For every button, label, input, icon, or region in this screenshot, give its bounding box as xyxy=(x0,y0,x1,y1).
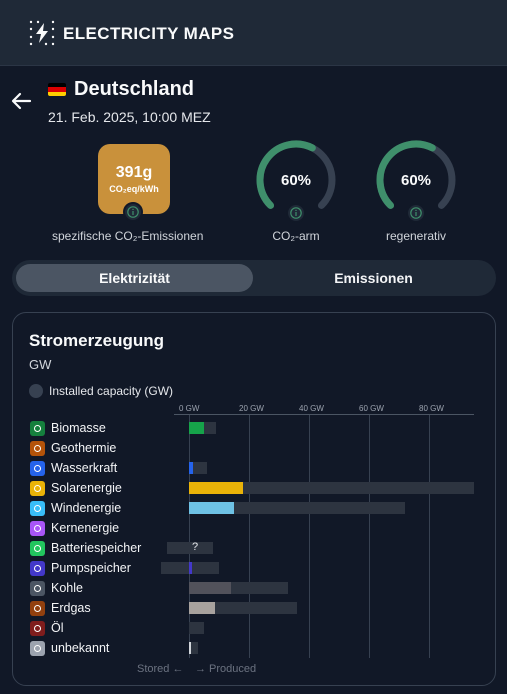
source-label: unbekannt xyxy=(51,641,110,655)
production-bar[interactable] xyxy=(189,642,191,654)
renewable-gauge xyxy=(376,140,456,209)
production-panel: Stromerzeugung GW Installed capacity (GW… xyxy=(12,312,496,686)
grid-line xyxy=(369,414,370,658)
axis-line xyxy=(174,414,474,415)
info-icon xyxy=(127,206,139,218)
source-label: Kernenergie xyxy=(51,521,120,535)
lowcarbon-value: 60% xyxy=(280,172,312,189)
grid-line xyxy=(429,414,430,658)
co2-info-button[interactable] xyxy=(123,202,143,222)
footer-stored: Stored ← xyxy=(137,663,184,675)
lightning-icon xyxy=(29,20,55,46)
atom-icon xyxy=(30,521,45,536)
view-toggle: Elektrizität Emissionen xyxy=(12,260,496,296)
capacity-toggle-label: Installed capacity (GW) xyxy=(49,384,174,398)
capacity-bar xyxy=(189,482,474,494)
source-label: Biomasse xyxy=(51,421,106,435)
capacity-bar xyxy=(189,642,198,654)
panel-title: Stromerzeugung xyxy=(29,331,165,350)
axis-tick-label: 80 GW xyxy=(419,404,444,413)
capacity-bar xyxy=(189,462,207,474)
brand-title: ELECTRICITY MAPS xyxy=(63,24,235,43)
source-label: Batteriespeicher xyxy=(51,541,142,555)
info-icon xyxy=(290,207,302,219)
water-icon xyxy=(30,461,45,476)
sun-icon xyxy=(30,481,45,496)
source-label: Solarenergie xyxy=(51,481,122,495)
source-label: Pumpspeicher xyxy=(51,561,131,575)
production-bar[interactable] xyxy=(189,602,215,614)
tab-electricity[interactable]: Elektrizität xyxy=(16,264,253,292)
production-bar[interactable] xyxy=(189,422,204,434)
production-bar[interactable] xyxy=(189,502,234,514)
lowcarbon-label: CO₂-arm xyxy=(272,229,320,243)
zone-datetime: 21. Feb. 2025, 10:00 MEZ xyxy=(48,109,211,125)
axis-tick-label: 20 GW xyxy=(239,404,264,413)
grid-line xyxy=(309,414,310,658)
renewable-info-button[interactable] xyxy=(406,203,426,223)
source-label: Geothermie xyxy=(51,441,117,455)
leaf-icon xyxy=(30,421,45,436)
top-bar: ELECTRICITY MAPS xyxy=(0,0,507,66)
lowcarbon-info-button[interactable] xyxy=(286,203,306,223)
grid-line xyxy=(249,414,250,658)
source-label: Windenergie xyxy=(51,501,122,515)
axis-tick-label: 60 GW xyxy=(359,404,384,413)
production-bar[interactable] xyxy=(189,562,192,574)
capacity-bar xyxy=(189,622,204,634)
tab-emissions[interactable]: Emissionen xyxy=(334,270,413,286)
country-flag xyxy=(48,83,66,96)
renewable-label: regenerativ xyxy=(385,229,447,243)
source-label: Erdgas xyxy=(51,601,91,615)
battery-icon xyxy=(30,541,45,556)
panel-unit: GW xyxy=(29,357,52,372)
capacity-bar xyxy=(189,502,405,514)
geothermal-icon xyxy=(30,441,45,456)
gas-icon xyxy=(30,601,45,616)
lowcarbon-gauge xyxy=(256,140,336,209)
pump-storage-icon xyxy=(30,561,45,576)
renewable-value: 60% xyxy=(400,172,432,189)
info-icon xyxy=(410,207,422,219)
production-bar[interactable] xyxy=(189,482,243,494)
axis-tick-label: 40 GW xyxy=(299,404,324,413)
country-name: Deutschland xyxy=(74,78,195,100)
back-arrow-icon[interactable] xyxy=(10,90,32,112)
wind-icon xyxy=(30,501,45,516)
source-label: Wasserkraft xyxy=(51,461,118,475)
source-label: Öl xyxy=(51,621,64,635)
capacity-bar xyxy=(189,602,297,614)
source-label: Kohle xyxy=(51,581,83,595)
co2-intensity-unit: CO₂eq/kWh xyxy=(109,184,159,194)
footer-produced: → Produced xyxy=(195,663,257,675)
co2-intensity-label: spezifische CO₂-Emissionen xyxy=(52,229,204,243)
oil-icon xyxy=(30,621,45,636)
coal-icon xyxy=(30,581,45,596)
co2-intensity-value: 391g xyxy=(115,164,153,181)
unknown-value-marker: ? xyxy=(192,541,199,553)
unknown-icon xyxy=(30,641,45,656)
capacity-toggle[interactable] xyxy=(29,384,43,398)
capacity-bar xyxy=(166,542,213,554)
production-bar[interactable] xyxy=(189,582,231,594)
grid-line xyxy=(189,414,190,658)
axis-tick-label: 0 GW xyxy=(179,404,200,413)
production-bar[interactable] xyxy=(189,462,193,474)
